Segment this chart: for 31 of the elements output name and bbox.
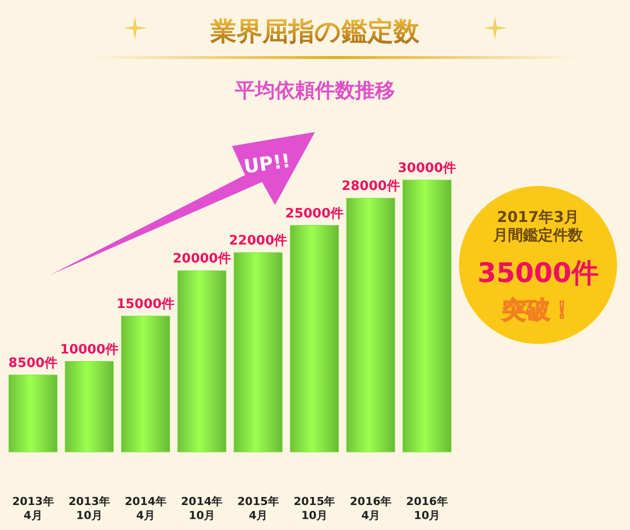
data-label: 28000件	[342, 179, 400, 194]
x-tick-label: 2015年 10月	[294, 495, 336, 522]
chart-title: 業界屈指の鑑定数	[210, 17, 420, 47]
x-tick-label: 2014年 4月	[124, 495, 166, 522]
data-label: 30000件	[398, 161, 456, 176]
data-label: 15000件	[116, 297, 175, 312]
chart-subtitle: 平均依頼件数推移	[234, 78, 395, 102]
bar	[177, 270, 226, 452]
text: UP!!	[242, 150, 292, 178]
data-label: 8500件	[8, 356, 58, 371]
data-label: 25000件	[285, 206, 344, 222]
bar	[234, 252, 283, 452]
bar	[346, 198, 396, 452]
x-tick-label: 2016年 10月	[406, 495, 448, 522]
x-tick-label: 2014年 10月	[181, 495, 223, 522]
x-tick-label: 2015年 4月	[237, 495, 279, 522]
bar	[8, 374, 58, 452]
text: 月間鑑定件数	[492, 226, 584, 244]
x-tick-label: 2013年 4月	[12, 495, 54, 522]
x-tick-label: 2016年 4月	[350, 495, 392, 522]
bar	[121, 316, 170, 452]
data-label: 20000件	[172, 252, 231, 267]
bar	[402, 180, 452, 452]
text: 2017年3月	[496, 208, 580, 226]
text: 35000件	[478, 258, 598, 289]
text: 突破！	[501, 296, 574, 324]
x-tick-label: 2013年 10月	[68, 495, 110, 522]
data-label: 22000件	[229, 234, 288, 249]
data-label: 10000件	[60, 342, 118, 358]
bar	[64, 361, 114, 452]
bar	[290, 225, 339, 452]
